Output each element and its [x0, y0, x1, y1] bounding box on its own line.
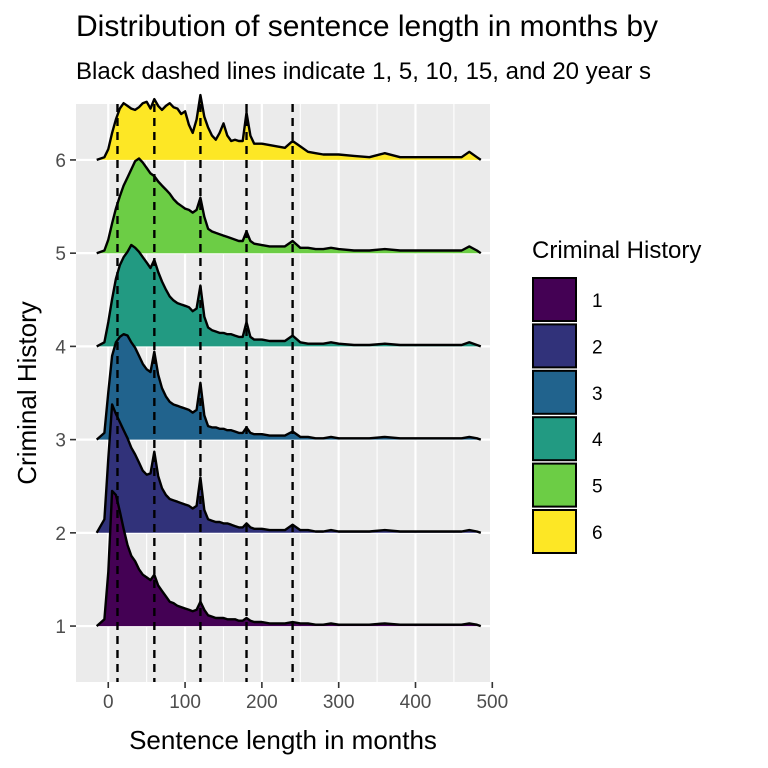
y-tick-label: 4: [55, 337, 66, 358]
chart-subtitle: Black dashed lines indicate 1, 5, 10, 15…: [76, 58, 652, 85]
y-axis-label: Criminal History: [12, 301, 42, 484]
y-tick-label: 1: [55, 617, 66, 638]
ridge-fill-5: [96, 158, 481, 254]
legend-label: 6: [592, 523, 603, 544]
legend-key-1: [532, 277, 577, 322]
ridge-fill-6: [96, 95, 481, 160]
x-tick-label: 0: [103, 692, 114, 713]
ridge-line-6: [96, 93, 482, 162]
ridge-line-3: [95, 333, 482, 441]
reference-lines: [116, 104, 294, 682]
legend-label: 2: [592, 337, 603, 358]
x-tick-label: 500: [476, 692, 508, 713]
density-ridges: [95, 93, 482, 628]
y-tick-label: 2: [55, 524, 66, 545]
ridge-fill-2: [96, 404, 481, 533]
ridge-fill-4: [96, 245, 481, 347]
ridge-line-2: [95, 403, 482, 534]
x-axis: 0 100 200 300 400 500: [103, 682, 508, 713]
legend-key-4: [532, 416, 577, 462]
x-tick-label: 400: [400, 692, 432, 713]
legend-key-3: [532, 369, 577, 415]
legend-label: 1: [592, 291, 603, 312]
x-tick-label: 200: [246, 692, 278, 713]
x-tick-label: 300: [323, 692, 355, 713]
legend-label: 3: [592, 384, 603, 405]
y-tick-label: 3: [55, 431, 66, 452]
chart-title: Distribution of sentence length in month…: [76, 10, 658, 43]
x-axis-label: Sentence length in months: [129, 725, 437, 755]
legend-key-5: [532, 462, 577, 508]
legend: Criminal History 1 2 3 4 5 6: [532, 237, 701, 554]
y-tick-label: 6: [55, 151, 66, 172]
ridge-line-1: [95, 489, 482, 628]
ridge-fill-1: [96, 490, 481, 627]
ridge-line-4: [96, 243, 482, 348]
legend-label: 4: [592, 430, 603, 451]
legend-title: Criminal History: [532, 237, 701, 264]
x-tick-label: 100: [169, 692, 201, 713]
y-axis: 1 2 3 4 5 6: [55, 151, 76, 638]
legend-label: 5: [592, 477, 603, 498]
legend-key-2: [532, 323, 577, 369]
legend-key-6: [532, 509, 577, 554]
ridge-line-5: [96, 157, 482, 255]
y-tick-label: 5: [55, 244, 66, 265]
